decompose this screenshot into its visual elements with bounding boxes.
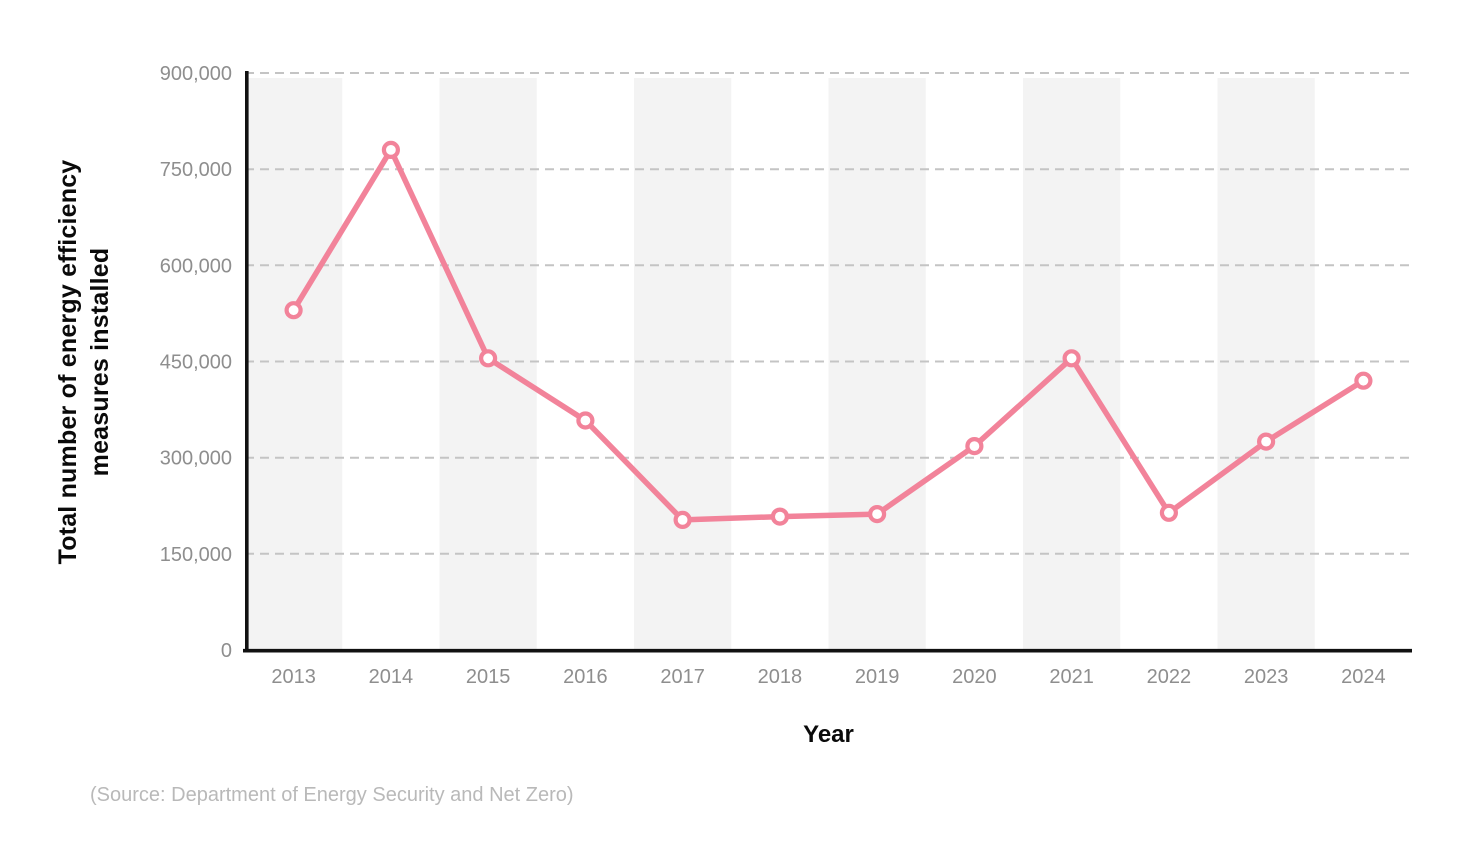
background-band <box>1217 78 1315 650</box>
data-point-2021 <box>1062 349 1081 368</box>
source-note: (Source: Department of Energy Security a… <box>90 784 574 806</box>
x-tick-label-2020: 2020 <box>952 666 997 688</box>
data-point-2018 <box>770 507 790 526</box>
data-points <box>284 140 1373 530</box>
x-tick-labels: 2013 2014 2015 2016 2017 2018 2019 2020 2021 2022… <box>271 666 1385 688</box>
y-tick-label: 600,000 <box>160 255 232 277</box>
x-tick-label-2022: 2022 <box>1147 666 1192 688</box>
background-bands <box>245 78 1315 650</box>
x-tick-label-2018: 2018 <box>758 666 803 688</box>
x-tick-label-2015: 2015 <box>466 666 511 688</box>
y-tick-label: 300,000 <box>160 448 232 470</box>
y-tick-label: 0 <box>221 640 232 662</box>
y-tick-labels: 0 150,000 300,000 450,000 600,000 750,000 900,… <box>160 63 232 662</box>
data-point-2013 <box>284 301 303 320</box>
x-tick-label-2013: 2013 <box>271 666 316 688</box>
data-point-2015 <box>479 349 498 368</box>
y-tick-label: 750,000 <box>160 159 232 181</box>
x-tick-label-2014: 2014 <box>369 666 414 688</box>
data-point-2019 <box>867 504 887 524</box>
series-line <box>290 147 1367 523</box>
x-tick-label-2017: 2017 <box>660 666 705 688</box>
y-tick-label: 150,000 <box>160 544 232 566</box>
data-point-2014 <box>381 140 400 159</box>
y-tick-label: 900,000 <box>160 63 232 85</box>
data-point-2022 <box>1159 503 1179 522</box>
x-tick-label-2019: 2019 <box>855 666 900 688</box>
x-tick-label-2023: 2023 <box>1244 666 1289 688</box>
x-axis-title: Year <box>803 721 854 748</box>
background-band <box>245 78 343 650</box>
x-tick-label-2021: 2021 <box>1049 666 1094 688</box>
data-point-2023 <box>1256 432 1276 451</box>
background-band <box>828 78 926 650</box>
data-point-2017 <box>673 510 692 530</box>
x-tick-label-2024: 2024 <box>1341 666 1386 688</box>
data-point-2020 <box>965 437 984 456</box>
data-point-2024 <box>1354 371 1373 390</box>
y-tick-label: 450,000 <box>160 352 232 374</box>
data-series <box>290 147 1367 523</box>
axes <box>243 71 1412 653</box>
background-band <box>634 78 732 650</box>
data-point-2016 <box>576 411 595 430</box>
x-tick-label-2016: 2016 <box>563 666 608 688</box>
